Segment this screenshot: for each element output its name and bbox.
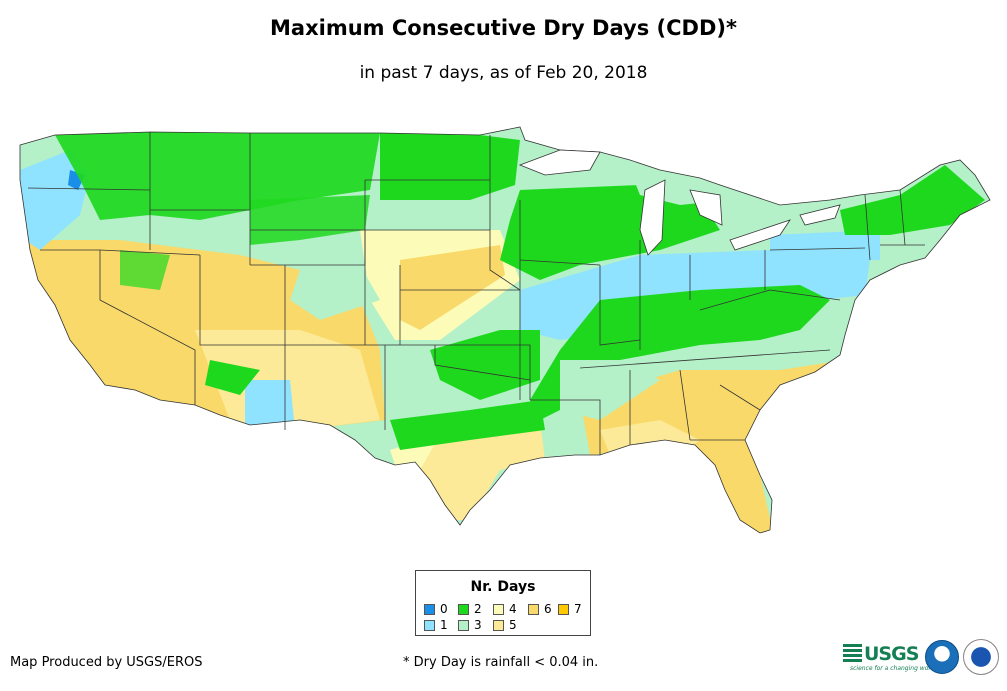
state-boundaries	[19, 126, 991, 534]
legend-swatch-6	[528, 603, 539, 615]
legend-swatch-0	[424, 603, 435, 615]
legend-item-7: 7	[558, 602, 582, 616]
legend-item-0: 0	[424, 602, 448, 616]
legend-label-6: 6	[544, 602, 552, 616]
legend-swatch-4	[493, 603, 504, 615]
usgs-logo-text: USGS	[864, 643, 919, 665]
legend-swatch-5	[493, 619, 504, 631]
legend-item-1: 1	[424, 618, 448, 632]
legend-label-4: 4	[509, 602, 517, 616]
us-cdd-map	[19, 126, 991, 534]
legend-item-4: 4	[493, 602, 517, 616]
map-title: Maximum Consecutive Dry Days (CDD)*	[270, 16, 737, 40]
nws-logo	[963, 639, 999, 675]
legend-label-0: 0	[440, 602, 448, 616]
legend-item-2: 2	[458, 602, 482, 616]
usgs-logo: USGS	[843, 643, 919, 665]
credit-text: Map Produced by USGS/EROS	[10, 655, 203, 670]
usgs-tagline: science for a changing world	[850, 665, 937, 672]
legend-title: Nr. Days	[470, 579, 536, 595]
legend-label-7: 7	[574, 602, 582, 616]
great-lakes	[518, 149, 841, 256]
legend-swatch-1	[424, 619, 435, 631]
legend-label-2: 2	[474, 602, 482, 616]
map-subtitle: in past 7 days, as of Feb 20, 2018	[359, 63, 648, 83]
noaa-logo	[925, 640, 959, 674]
legend-item-5: 5	[493, 618, 517, 632]
footnote-text: * Dry Day is rainfall < 0.04 in.	[403, 655, 599, 670]
legend-label-1: 1	[440, 618, 448, 632]
legend-item-6: 6	[528, 602, 552, 616]
legend-label-5: 5	[509, 618, 517, 632]
legend-label-3: 3	[474, 618, 482, 632]
legend-swatch-3	[458, 619, 469, 631]
cdd-field	[20, 127, 990, 533]
legend-swatch-7	[558, 603, 569, 615]
usgs-wave-icon	[843, 644, 862, 664]
legend: Nr. Days 0 1 2 3 4 5 6 7	[415, 570, 591, 636]
legend-swatch-2	[458, 603, 469, 615]
legend-item-3: 3	[458, 618, 482, 632]
